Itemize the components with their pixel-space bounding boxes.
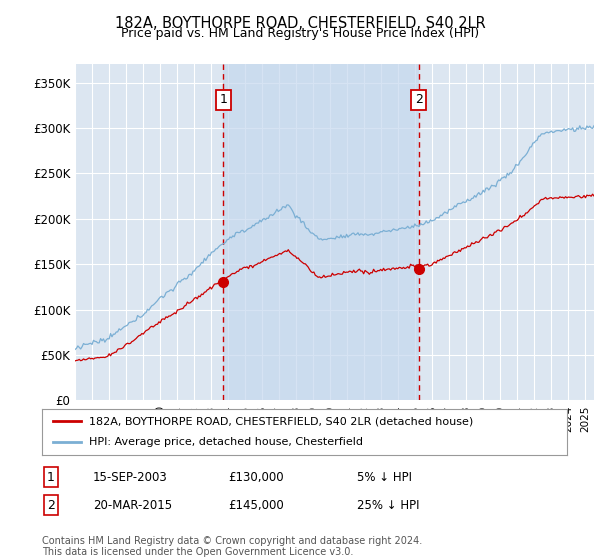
Text: 1: 1 (47, 470, 55, 484)
Text: Contains HM Land Registry data © Crown copyright and database right 2024.
This d: Contains HM Land Registry data © Crown c… (42, 535, 422, 557)
Text: 2: 2 (47, 498, 55, 512)
Text: 25% ↓ HPI: 25% ↓ HPI (357, 498, 419, 512)
Bar (223, 64, 419, 400)
Text: 5% ↓ HPI: 5% ↓ HPI (357, 470, 412, 484)
Text: 2: 2 (415, 93, 423, 106)
Text: 182A, BOYTHORPE ROAD, CHESTERFIELD, S40 2LR: 182A, BOYTHORPE ROAD, CHESTERFIELD, S40 … (115, 16, 485, 31)
Text: 15-SEP-2003: 15-SEP-2003 (93, 470, 168, 484)
Text: £130,000: £130,000 (228, 470, 284, 484)
Text: Price paid vs. HM Land Registry's House Price Index (HPI): Price paid vs. HM Land Registry's House … (121, 27, 479, 40)
Text: 182A, BOYTHORPE ROAD, CHESTERFIELD, S40 2LR (detached house): 182A, BOYTHORPE ROAD, CHESTERFIELD, S40 … (89, 416, 473, 426)
Text: £145,000: £145,000 (228, 498, 284, 512)
Text: 1: 1 (219, 93, 227, 106)
Text: HPI: Average price, detached house, Chesterfield: HPI: Average price, detached house, Ches… (89, 437, 363, 447)
Text: 20-MAR-2015: 20-MAR-2015 (93, 498, 172, 512)
